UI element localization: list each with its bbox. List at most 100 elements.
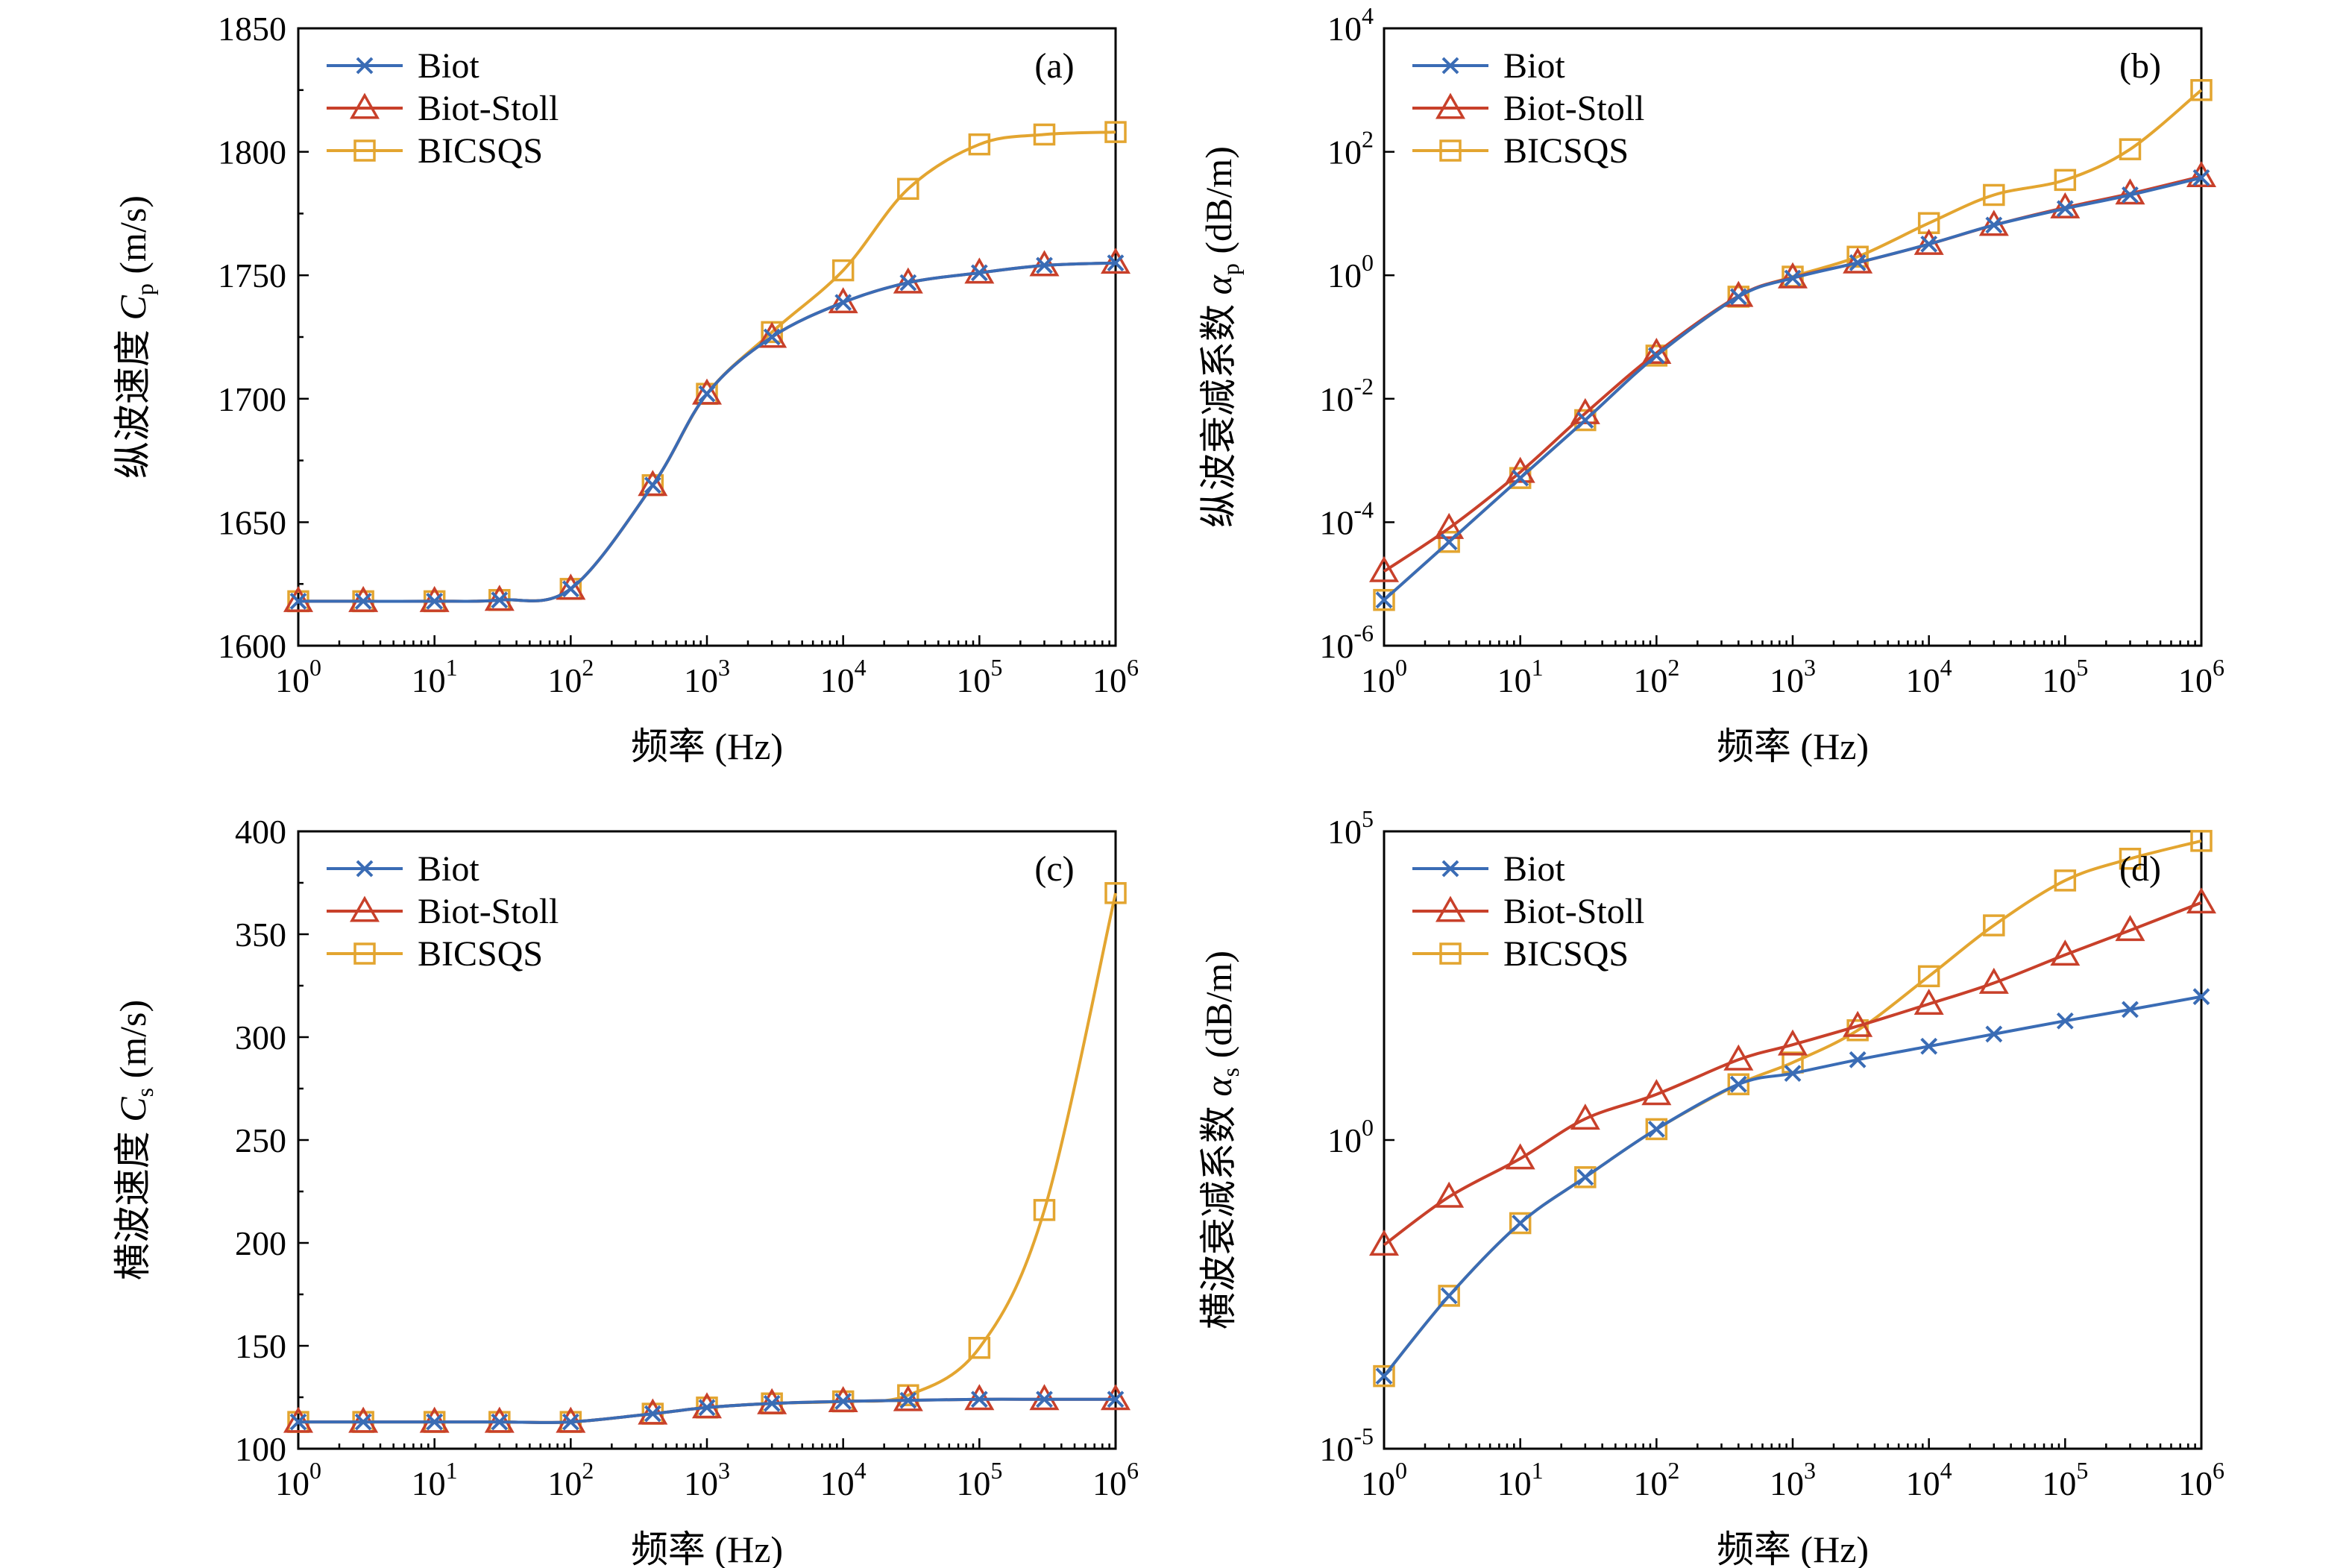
data-point xyxy=(1440,1287,1458,1305)
legend-entry: Biot-Stoll xyxy=(327,892,559,931)
y-tick-label: 100 xyxy=(1327,1114,1374,1159)
x-tick-label: 101 xyxy=(1497,654,1544,699)
series-line xyxy=(298,261,1116,603)
data-point xyxy=(698,1399,716,1417)
data-point xyxy=(349,895,380,922)
data-point xyxy=(491,1413,509,1431)
data-point xyxy=(1843,1010,1873,1037)
legend-label: Biot xyxy=(1503,849,1565,889)
x-tick-label: 101 xyxy=(1497,1457,1544,1502)
y-tick-label: 200 xyxy=(235,1224,286,1262)
y-tick-label: 1800 xyxy=(218,133,286,171)
data-point xyxy=(1435,92,1466,119)
data-point xyxy=(2192,988,2210,1006)
chart-panel: 100 101 102 103 104 105 106 1600 1650 1700 1750 180… xyxy=(112,10,1139,767)
y-tick-label: 350 xyxy=(235,916,286,954)
data-point xyxy=(897,177,919,201)
data-point xyxy=(556,573,586,600)
x-tick-label: 106 xyxy=(2178,654,2224,699)
x-axis-label: 频率 (Hz) xyxy=(1717,725,1869,767)
x-tick-label: 100 xyxy=(275,654,321,699)
data-point xyxy=(1375,1367,1393,1385)
data-point xyxy=(1512,1215,1529,1232)
data-point xyxy=(1107,1391,1125,1408)
data-point xyxy=(638,470,668,497)
panel-tag: (c) xyxy=(1034,849,1074,889)
data-point xyxy=(1784,269,1802,287)
x-tick-label: 104 xyxy=(1906,1457,1952,1502)
data-point xyxy=(419,1406,450,1433)
series-bicsqs xyxy=(1373,79,2213,611)
legend-entry: BICSQS xyxy=(327,934,543,974)
data-point xyxy=(289,592,307,610)
y-tick-label: 1700 xyxy=(218,380,286,418)
legend-label: BICSQS xyxy=(418,934,543,974)
data-point xyxy=(970,1391,988,1408)
data-point xyxy=(1914,988,1944,1015)
data-point xyxy=(2190,830,2213,852)
legend-label: Biot xyxy=(418,849,479,889)
x-tick-label: 100 xyxy=(1361,1457,1407,1502)
legend-label: Biot xyxy=(1503,46,1565,86)
data-point xyxy=(1104,882,1127,904)
series-line xyxy=(298,1397,1116,1424)
legend-label: Biot-Stoll xyxy=(418,89,559,128)
data-point xyxy=(289,1413,307,1431)
data-point xyxy=(899,274,917,292)
x-tick-label: 104 xyxy=(820,1457,867,1502)
data-point xyxy=(2122,1001,2139,1018)
legend-entry: BICSQS xyxy=(1412,131,1629,171)
y-tick-label: 104 xyxy=(1327,2,1374,48)
data-point xyxy=(353,139,376,162)
y-tick-label: 1850 xyxy=(218,10,286,48)
x-tick-label: 100 xyxy=(1361,654,1407,699)
x-tick-label: 102 xyxy=(547,654,594,699)
data-point xyxy=(348,585,379,612)
data-point xyxy=(283,585,314,612)
x-tick-label: 105 xyxy=(956,1457,1002,1502)
data-point xyxy=(1645,1118,1668,1141)
data-point xyxy=(698,385,716,403)
x-tick-label: 106 xyxy=(1092,654,1139,699)
data-point xyxy=(644,1405,661,1423)
legend-entry: Biot xyxy=(1412,46,1565,86)
data-point xyxy=(1727,1073,1750,1095)
y-tick-label: 10-2 xyxy=(1319,373,1374,418)
data-point xyxy=(1434,512,1465,539)
data-point xyxy=(419,585,450,612)
data-point xyxy=(1373,1364,1395,1388)
legend-entry: Biot-Stoll xyxy=(1412,892,1644,931)
data-point xyxy=(831,259,855,282)
series-line xyxy=(298,261,1116,603)
data-point xyxy=(2122,186,2139,204)
data-point xyxy=(2186,161,2217,188)
data-point xyxy=(968,133,991,156)
data-point xyxy=(1373,588,1395,611)
data-point xyxy=(426,1413,444,1431)
y-tick-label: 10-6 xyxy=(1319,620,1374,665)
chart-panel: 100 101 102 103 104 105 106 10-6 10-4 10-2 100 102 1… xyxy=(1198,2,2224,767)
series-biot-stoll xyxy=(1368,161,2217,582)
data-point xyxy=(1434,1181,1465,1208)
data-point xyxy=(899,1391,917,1409)
y-tick-label: 250 xyxy=(235,1121,286,1159)
legend-label: Biot xyxy=(418,46,479,86)
legend-label: BICSQS xyxy=(1503,131,1629,171)
data-point xyxy=(1033,123,1056,146)
x-tick-label: 103 xyxy=(684,654,730,699)
series-biot-stoll xyxy=(1368,887,2217,1256)
y-tick-label: 102 xyxy=(1327,126,1374,171)
series-bicsqs xyxy=(287,121,1127,613)
data-point xyxy=(1777,1029,1808,1056)
x-axis-label: 频率 (Hz) xyxy=(631,725,783,767)
data-point xyxy=(1512,469,1529,487)
y-axis-label: 横波速度 Cs (m/s) xyxy=(112,1000,158,1280)
data-point xyxy=(1368,1229,1400,1256)
data-point xyxy=(1641,1079,1672,1106)
x-tick-label: 105 xyxy=(956,654,1002,699)
data-point xyxy=(763,328,781,346)
data-point xyxy=(2115,915,2145,942)
chart-panel: 100 101 102 103 104 105 106 100 150 200 250 300 350 4… xyxy=(112,813,1139,1568)
data-point xyxy=(348,1406,379,1433)
